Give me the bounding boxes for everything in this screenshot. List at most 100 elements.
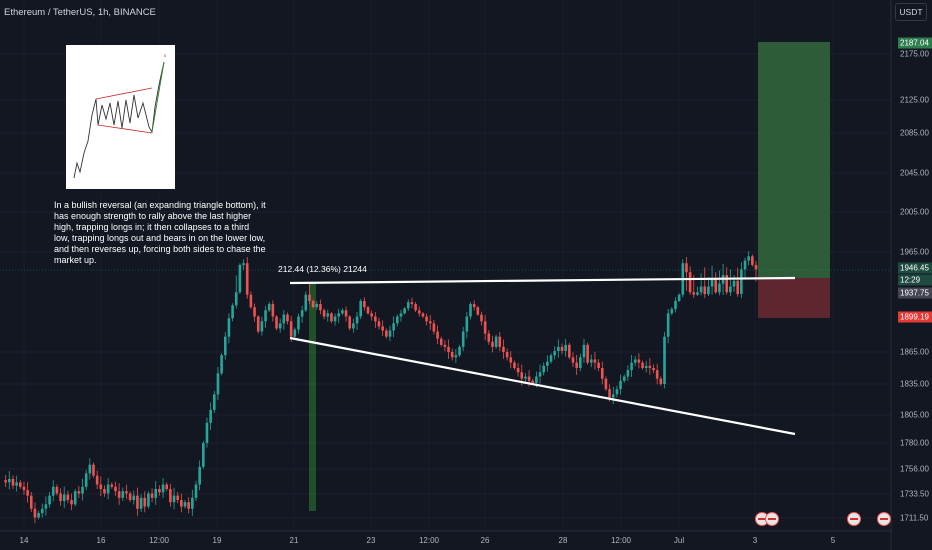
candle-body [747,256,750,261]
candle-body [494,336,498,347]
candle-body [483,321,487,334]
candle-body [560,346,564,351]
event-flag-icon[interactable] [847,512,861,526]
candle-body [315,304,319,308]
x-tick-label: 12:00 [148,536,170,545]
candle-body [432,323,436,332]
candle-body [516,368,520,373]
pattern-description: In a bullish reversal (an expanding tria… [54,200,266,265]
candle-body [670,309,674,314]
candle-body [223,336,227,356]
candle-body [132,495,136,500]
stop-price-tag: 1899.19 [898,311,932,323]
lower-trendline[interactable] [289,336,796,436]
candle-body [70,500,73,505]
chart-title[interactable]: Ethereum / TetherUS, 1h, BINANCE [4,7,156,18]
y-tick-label: 1780.00 [900,438,929,448]
candle-body [198,466,201,485]
candle-body [703,286,707,295]
candle-body [330,313,333,322]
candle-body [143,497,147,507]
candle-body [439,338,443,345]
y-tick-label: 1756.00 [900,464,929,474]
x-tick-label: 5 [830,536,836,545]
candle-body [461,331,465,347]
x-tick-label: 3 [752,536,758,545]
candle-body [121,491,125,498]
candle-body [187,502,190,509]
candle-body [363,300,366,308]
candle-body [688,272,692,293]
candle-body [637,359,641,363]
candle-body [297,316,300,330]
candle-body [641,362,644,368]
candle-body [249,294,253,308]
candle-body [410,302,414,305]
currency-button[interactable]: USDT [895,3,927,21]
candle-body [333,316,337,322]
target-price-tag: 2187.04 [898,37,932,49]
candle-body [311,300,315,308]
candle-body [180,500,183,507]
candle-body [505,352,509,358]
candle-body [619,380,622,390]
candle-body [692,292,696,295]
measure-label: 212.44 (12.36%) 21244 [278,264,367,274]
candle-body [66,494,70,500]
candle-body [117,491,121,498]
candle-body [465,316,469,332]
candle-body [293,329,297,337]
candle-body [666,313,670,337]
candle-body [154,489,158,498]
candle-body [582,344,586,358]
candle-body [264,310,267,322]
stop-zone[interactable] [758,278,830,318]
candle-body [685,263,688,273]
candle-body [158,489,161,493]
candle-body [55,486,59,494]
candle-body [282,314,286,324]
candle-body [278,323,282,329]
candle-body [491,341,494,347]
candle-body [51,486,55,496]
x-tick-label: 28 [558,536,568,545]
candle-body [48,495,51,505]
candle-body [377,321,381,327]
candle-body [114,486,117,492]
candle-body [176,495,179,500]
candle-body [586,344,589,363]
candle-body [161,484,165,493]
candle-body [392,323,395,331]
candle-body [40,508,44,514]
candle-body [593,359,597,363]
upper-trendline[interactable] [289,276,796,285]
candle-body [59,493,62,502]
candle-body [388,330,392,337]
candle-body [472,304,476,308]
candle-body [253,307,256,317]
candle-body [622,376,626,381]
candle-body [352,323,355,329]
target-zone[interactable] [758,42,830,278]
candle-body [191,497,194,509]
event-flag-icon[interactable] [765,512,779,526]
candle-body [535,376,538,383]
event-flag-icon[interactable] [877,512,891,526]
candle-body [542,365,546,373]
candle-body [611,394,615,398]
candle-body [524,376,527,379]
candle-body [469,304,472,317]
candle-body [220,355,223,374]
candle-body [718,283,721,293]
candle-body [447,346,450,352]
candle-body [608,389,611,398]
candle-body [699,286,703,293]
y-tick-label: 1711.50 [900,513,929,523]
candle-body [150,493,154,498]
candle-body [659,378,663,384]
candle-body [732,280,736,287]
candle-body [44,504,48,509]
candle-body [81,486,84,494]
candle-body [147,493,150,507]
